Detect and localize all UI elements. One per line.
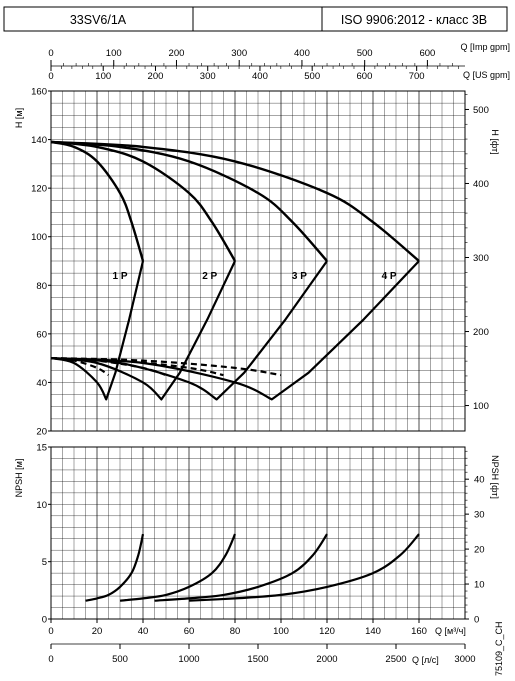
- m3h-tick-label: 140: [365, 626, 381, 637]
- head-panel: 20 40 60 80 100 120 140 160 100 200 300 400 500 H […: [14, 87, 500, 438]
- imp-gpm-tick-label: 500: [357, 48, 373, 59]
- us-gpm-axis-label: Q [US gpm]: [463, 70, 510, 80]
- head-ft-ticks: 100 200 300 400 500: [465, 94, 489, 412]
- ls-ticks: 0 500 1000 1500 2000 2500 3000: [48, 644, 476, 665]
- us-gpm-tick-label: 100: [95, 71, 111, 82]
- head-y-tick-label: 160: [31, 87, 47, 98]
- npsh-y-tick-label: 10: [36, 500, 47, 511]
- m3h-tick-label: 160: [411, 626, 427, 637]
- head-ft-tick-label: 500: [473, 105, 489, 116]
- head-y-tick-label: 40: [36, 378, 47, 389]
- npsh-ft-axis-label: NPSH [фт]: [490, 455, 500, 499]
- curve-label: 2 P: [202, 271, 217, 282]
- ls-tick-label: 2500: [385, 654, 406, 665]
- ls-tick-label: 3000: [454, 654, 475, 665]
- head-y-ticks: 20 40 60 80 100 120 140 160: [31, 87, 51, 438]
- npsh-ft-tick-label: 10: [474, 580, 485, 591]
- us-gpm-tick-label: 600: [357, 71, 373, 82]
- imp-gpm-tick-label: 600: [419, 48, 435, 59]
- head-curve-labels: 1 P 2 P 3 P 4 P: [112, 271, 396, 282]
- npsh-ft-tick-label: 20: [474, 545, 485, 556]
- us-gpm-tick-label: 700: [409, 71, 425, 82]
- head-y-tick-label: 140: [31, 135, 47, 146]
- m3h-tick-label: 20: [92, 626, 103, 637]
- npsh-ft-tick-label: 40: [474, 475, 485, 486]
- head-ft-axis-label: H [фт]: [490, 129, 500, 154]
- head-m-axis-label: H [м]: [14, 108, 24, 128]
- imp-gpm-axis-label: Q [Imp gpm]: [460, 42, 510, 52]
- npsh-curve-3p: [154, 533, 328, 602]
- m3h-tick-label: 0: [48, 626, 53, 637]
- ls-tick-label: 500: [112, 654, 128, 665]
- dashed-curve-4p: [50, 357, 282, 377]
- npsh-panel: 0 5 10 15 0 10 20 30 40 NPSH [м] NPSH [фт]: [14, 443, 500, 626]
- head-y-tick-label: 120: [31, 184, 47, 195]
- imp-gpm-tick-label: 400: [294, 48, 310, 59]
- us-gpm-tick-label: 400: [252, 71, 268, 82]
- head-ft-tick-label: 200: [473, 327, 489, 338]
- imp-gpm-tick-label: 200: [169, 48, 185, 59]
- npsh-ft-tick-label: 0: [474, 615, 479, 626]
- head-y-tick-label: 20: [36, 427, 47, 438]
- ls-tick-label: 1500: [247, 654, 268, 665]
- us-gpm-tick-label: 0: [48, 71, 53, 82]
- npsh-y-ticks: 0 5 10 15: [36, 443, 51, 626]
- npsh-curve-1p: [85, 533, 145, 602]
- npsh-curves: [85, 533, 420, 602]
- us-gpm-tick-label: 500: [304, 71, 320, 82]
- npsh-grid: [51, 447, 465, 619]
- m3h-axis-label: Q [м³/ч]: [435, 626, 466, 636]
- m3h-tick-label: 60: [184, 626, 195, 637]
- head-curves: [50, 140, 420, 401]
- npsh-y-tick-label: 15: [36, 443, 47, 454]
- curve-label: 3 P: [292, 271, 307, 282]
- model-title: 33SV6/1A: [70, 13, 127, 27]
- curve-label: 4 P: [382, 271, 397, 282]
- top-flow-axes: Q [Imp gpm] 0 100 200 300 400 500 600 Q [US gp…: [48, 42, 510, 82]
- m3h-tick-label: 100: [273, 626, 289, 637]
- head-curve-3p: [50, 140, 328, 262]
- npsh-curve-2p: [119, 533, 237, 602]
- dashed-curve-3p: [50, 357, 224, 377]
- npsh-ft-tick-label: 30: [474, 510, 485, 521]
- head-ft-tick-label: 300: [473, 253, 489, 264]
- us-gpm-tick-label: 300: [200, 71, 216, 82]
- head-curve-2p: [50, 140, 237, 262]
- npsh-m-axis-label: NPSH [м]: [14, 459, 24, 498]
- imp-gpm-tick-label: 100: [106, 48, 122, 59]
- imp-gpm-ticks: 0 100 200 300 400 500 600: [48, 48, 453, 66]
- m3h-tick-label: 80: [230, 626, 241, 637]
- npsh-ft-ticks: 0 10 20 30 40: [465, 450, 485, 626]
- us-gpm-tick-label: 200: [148, 71, 164, 82]
- curve-label: 1 P: [112, 271, 127, 282]
- drawing-code: 75109_C_CH: [494, 621, 504, 676]
- ls-tick-label: 1000: [178, 654, 199, 665]
- imp-gpm-tick-label: 300: [231, 48, 247, 59]
- bottom-flow-axes: 0 20 40 60 80 100 120 140 160 Q [м³/ч] 0 500 1000 1…: [48, 619, 476, 665]
- m3h-tick-label: 40: [138, 626, 149, 637]
- head-y-tick-label: 60: [36, 329, 47, 340]
- npsh-y-tick-label: 0: [42, 615, 47, 626]
- us-gpm-ticks: 0 100 200 300 400 500 600 700: [48, 66, 459, 82]
- m3h-tick-label: 120: [319, 626, 335, 637]
- head-curve-1p: [50, 140, 145, 262]
- head-ft-tick-label: 100: [473, 401, 489, 412]
- ls-axis-label: Q [л/с]: [412, 655, 439, 665]
- npsh-y-tick-label: 5: [42, 557, 47, 568]
- standard-title: ISO 9906:2012 - класс 3В: [341, 13, 487, 27]
- header: 33SV6/1A ISO 9906:2012 - класс 3В: [3, 6, 508, 32]
- m3h-ticks: 0 20 40 60 80 100 120 140 160: [48, 619, 427, 637]
- npsh-curve-4p: [188, 533, 420, 602]
- head-curve-4p: [50, 140, 420, 262]
- imp-gpm-tick-label: 0: [48, 48, 53, 59]
- head-y-tick-label: 100: [31, 232, 47, 243]
- head-ft-tick-label: 400: [473, 179, 489, 190]
- ls-tick-label: 2000: [316, 654, 337, 665]
- ls-tick-label: 0: [48, 654, 53, 665]
- head-y-tick-label: 80: [36, 281, 47, 292]
